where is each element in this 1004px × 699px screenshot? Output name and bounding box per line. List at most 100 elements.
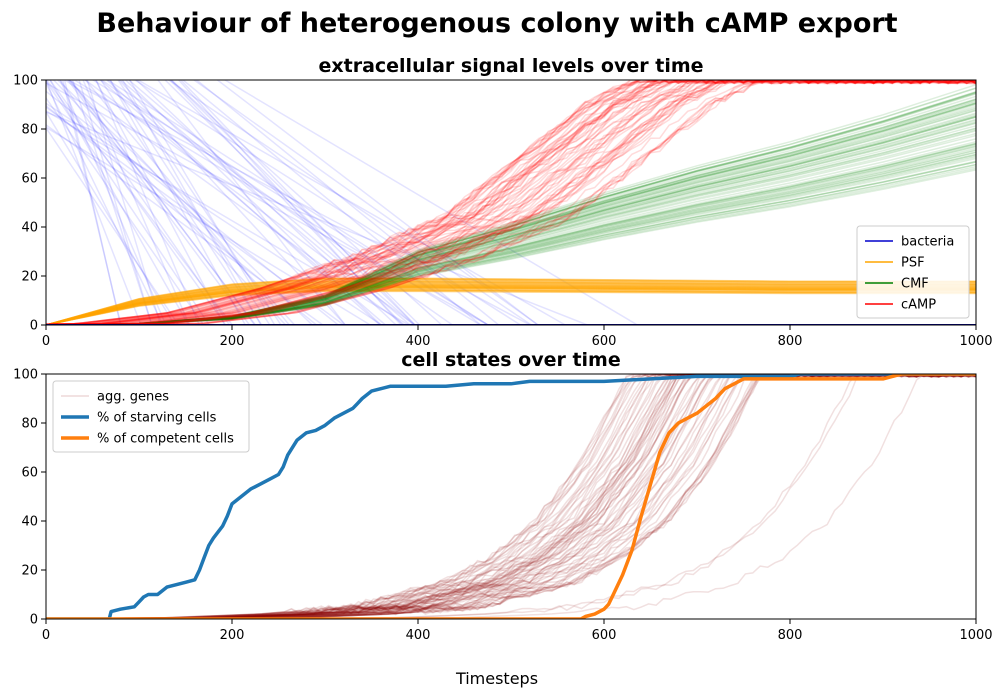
psf-trace [46,282,976,325]
agg-genes-trace [46,374,976,619]
camp-trace [46,80,971,325]
bacteria-trace [46,111,976,325]
psf-trace [46,278,976,325]
psf-trace [46,289,976,325]
bacteria-trace [133,80,976,325]
cmf-trace [46,119,976,325]
psf-trace [46,286,976,325]
bacteria-trace [46,111,976,325]
y-tick-label: 40 [21,515,38,530]
bacteria-trace [46,124,976,325]
legend-label: % of starving cells [97,411,217,426]
agg-genes-trace [46,374,976,619]
cmf-trace [46,112,976,325]
camp-trace [46,80,976,325]
bacteria-trace [67,80,976,325]
cmf-trace [46,134,976,325]
psf-trace [46,286,976,325]
psf-trace [46,281,976,325]
cmf-trace [46,149,976,325]
legend-label: cAMP [901,298,936,313]
cmf-trace [46,87,976,325]
cmf-trace [46,149,976,325]
bacteria-trace [46,127,976,325]
psf-trace [46,289,976,325]
cmf-trace [46,145,976,325]
psf-trace [46,282,976,325]
psf-trace [46,280,976,325]
competent-cells-line [46,374,976,619]
camp-trace [46,80,976,325]
bacteria-trace [117,80,976,325]
camp-trace [46,80,976,325]
bacteria-trace [56,80,976,325]
bacteria-trace [99,80,976,325]
camp-trace [46,80,973,325]
cmf-trace [46,91,976,325]
bacteria-trace [192,80,976,325]
camp-trace [46,80,976,325]
y-tick-label: 100 [13,368,38,383]
psf-trace [46,286,976,325]
cmf-trace [46,142,976,325]
cmf-trace [46,103,976,325]
cmf-trace [46,105,976,325]
psf-trace [46,277,976,325]
camp-trace [46,80,976,325]
psf-trace [46,289,976,325]
bacteria-trace [105,80,976,325]
psf-trace [46,283,976,325]
bacteria-trace [135,80,976,325]
psf-trace [46,284,976,325]
cmf-trace [46,154,976,325]
cmf-trace [46,102,976,325]
agg-genes-trace [46,374,976,619]
camp-trace [46,80,976,325]
bacteria-trace [109,80,976,325]
camp-trace [46,80,976,325]
camp-trace [46,80,976,325]
psf-trace [46,284,976,325]
x-tick-label: 1000 [959,628,992,643]
bacteria-trace [127,80,976,325]
psf-trace [46,282,976,325]
bacteria-trace [46,80,976,325]
camp-trace [46,80,974,325]
bacteria-trace [167,80,976,325]
psf-trace [46,290,976,325]
camp-trace [46,80,964,325]
camp-trace [46,80,932,325]
psf-trace [46,278,976,325]
camp-trace [46,80,964,325]
camp-trace [46,80,976,325]
psf-trace [46,281,976,325]
bacteria-trace [91,80,976,325]
x-axis-label: Timesteps [455,669,538,688]
camp-trace [46,80,976,325]
cmf-trace [46,153,976,325]
camp-trace [46,80,976,325]
psf-trace [46,285,976,325]
psf-trace [46,278,976,325]
psf-trace [46,289,976,325]
psf-trace [46,282,976,325]
camp-trace [46,80,972,325]
legend: agg. genes % of starving cells % of compet… [52,380,250,453]
psf-trace [46,281,976,325]
bacteria-trace [61,80,976,325]
cmf-trace [46,142,976,325]
camp-trace [46,80,976,325]
camp-trace [46,80,976,325]
agg-genes-trace [46,374,976,619]
psf-trace [46,287,976,325]
bacteria-trace [46,126,976,325]
x-tick-label: 200 [220,628,245,643]
cmf-trace [46,167,976,325]
bottom-plot-area: 0 200 400 600 800 1000 0 20 40 60 80 100 agg. genes%… [13,368,992,644]
psf-trace [46,281,976,325]
cmf-trace [46,91,976,325]
bacteria-trace [94,80,976,325]
camp-trace [46,80,976,325]
psf-trace [46,289,976,325]
bacteria-trace [124,80,976,325]
